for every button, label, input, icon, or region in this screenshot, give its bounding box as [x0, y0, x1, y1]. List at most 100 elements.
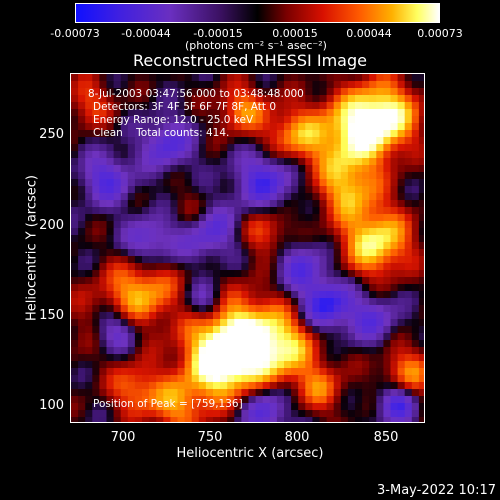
- heatmap-cell: [347, 137, 356, 145]
- heatmap-cell: [120, 298, 129, 306]
- heatmap-cell: [71, 186, 79, 194]
- heatmap-cell: [269, 137, 278, 145]
- heatmap-cell: [390, 158, 399, 166]
- heatmap-cell: [319, 207, 328, 215]
- heatmap-cell: [298, 158, 306, 166]
- heatmap-cell: [142, 270, 150, 278]
- heatmap-cell: [92, 221, 100, 229]
- heatmap-cell: [71, 179, 79, 187]
- heatmap-cell: [184, 305, 193, 313]
- heatmap-cell: [227, 291, 235, 299]
- heatmap-cell: [298, 172, 306, 180]
- heatmap-cell: [227, 389, 235, 397]
- heatmap-cell: [127, 130, 136, 138]
- heatmap-cell: [227, 81, 235, 89]
- heatmap-cell: [220, 116, 228, 124]
- heatmap-cell: [262, 193, 271, 201]
- heatmap-cell: [291, 179, 299, 187]
- heatmap-cell: [71, 123, 79, 131]
- heatmap-cell: [170, 284, 179, 292]
- heatmap-cell: [312, 403, 321, 411]
- heatmap-cell: [355, 200, 363, 208]
- heatmap-cell: [220, 361, 228, 369]
- heatmap-cell: [191, 137, 200, 145]
- heatmap-cell: [255, 116, 264, 124]
- heatmap-cell: [106, 214, 115, 222]
- heatmap-cell: [276, 200, 285, 208]
- heatmap-cell: [177, 389, 186, 397]
- heatmap-cell: [255, 109, 264, 117]
- heatmap-cell: [99, 235, 108, 243]
- heatmap-cell: [213, 151, 221, 159]
- heatmap-cell: [213, 326, 221, 334]
- heatmap-cell: [184, 95, 193, 103]
- heatmap-cell: [156, 417, 164, 422]
- heatmap-cell: [291, 116, 299, 124]
- heatmap-cell: [127, 354, 136, 362]
- heatmap-cell: [326, 305, 335, 313]
- heatmap-cell: [241, 130, 250, 138]
- heatmap-cell: [113, 403, 122, 411]
- heatmap-cell: [369, 298, 377, 306]
- heatmap-cell: [411, 389, 420, 397]
- heatmap-cell: [298, 109, 306, 117]
- heatmap-cell: [404, 319, 413, 327]
- heatmap-cell: [326, 249, 335, 257]
- heatmap-cell: [255, 207, 264, 215]
- heatmap-cell: [213, 186, 221, 194]
- heatmap-cell: [241, 270, 250, 278]
- heatmap-cell: [340, 277, 349, 285]
- heatmap-cell: [255, 396, 264, 404]
- heatmap-cell: [191, 347, 200, 355]
- heatmap-cell: [220, 221, 228, 229]
- heatmap-cell: [149, 200, 157, 208]
- heatmap-cell: [198, 319, 207, 327]
- heatmap-cell: [411, 340, 420, 348]
- heatmap-cell: [78, 347, 86, 355]
- heatmap-cell: [156, 109, 164, 117]
- colorbar-tick-label: -0.00015: [193, 27, 243, 40]
- heatmap-cell: [362, 165, 370, 173]
- heatmap-cell: [411, 179, 420, 187]
- heatmap-cell: [404, 123, 413, 131]
- heatmap-cell: [397, 200, 406, 208]
- heatmap-cell: [170, 95, 179, 103]
- heatmap-cell: [227, 242, 235, 250]
- heatmap-cell: [355, 144, 363, 152]
- heatmap-cell: [284, 333, 292, 341]
- heatmap-cell: [142, 368, 150, 376]
- heatmap-cell: [184, 347, 193, 355]
- heatmap-cell: [149, 403, 157, 411]
- heatmap-cell: [156, 130, 164, 138]
- heatmap-cell: [312, 312, 321, 320]
- heatmap-cell: [284, 172, 292, 180]
- heatmap-cell: [333, 235, 342, 243]
- heatmap-cell: [106, 200, 115, 208]
- heatmap-cell: [191, 221, 200, 229]
- heatmap-cell: [383, 221, 392, 229]
- heatmap-cell: [234, 284, 242, 292]
- heatmap-cell: [142, 410, 150, 418]
- heatmap-cell: [390, 333, 399, 341]
- heatmap-cell: [120, 277, 129, 285]
- heatmap-cell: [92, 410, 100, 418]
- heatmap-cell: [156, 277, 164, 285]
- heatmap-cell: [142, 277, 150, 285]
- heatmap-cell: [255, 228, 264, 236]
- heatmap-cell: [362, 123, 370, 131]
- heatmap-cell: [227, 130, 235, 138]
- heatmap-cell: [170, 186, 179, 194]
- heatmap-cell: [312, 193, 321, 201]
- heatmap-cell: [184, 410, 193, 418]
- heatmap-cell: [127, 284, 136, 292]
- heatmap-cell: [404, 151, 413, 159]
- heatmap-cell: [234, 263, 242, 271]
- heatmap-cell: [390, 214, 399, 222]
- heatmap-cell: [106, 256, 115, 264]
- heatmap-cell: [319, 284, 328, 292]
- heatmap-cell: [99, 200, 108, 208]
- heatmap-cell: [106, 375, 115, 383]
- heatmap-cell: [262, 95, 271, 103]
- heatmap-cell: [113, 116, 122, 124]
- heatmap-cell: [276, 235, 285, 243]
